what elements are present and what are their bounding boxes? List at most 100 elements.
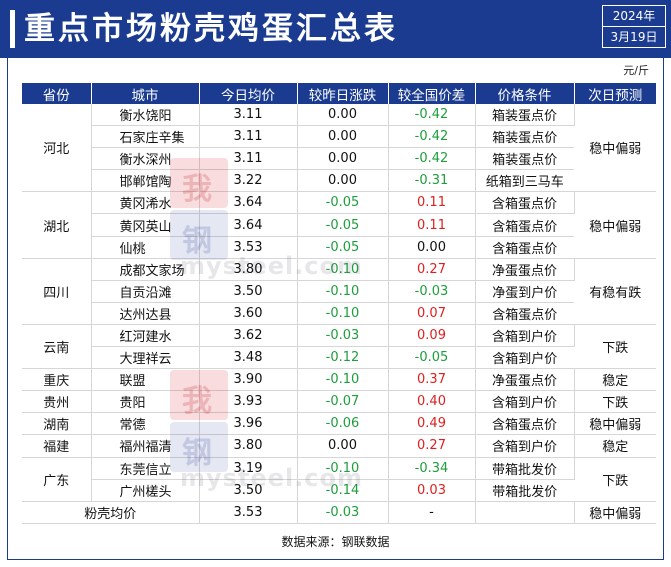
change-cell: 0.00 [297, 104, 389, 127]
table-row: 石家庄辛集 3.11 0.00 -0.42 箱装蛋点价 [22, 125, 656, 149]
city-cell: 黄冈英山 [91, 213, 200, 237]
city-cell: 成都文家场 [91, 257, 200, 281]
city-cell: 福州福清 [91, 434, 200, 458]
table-row: 大理祥云 3.48 -0.12 -0.05 含箱到户价 [22, 346, 656, 370]
province-cell: 广东 [22, 456, 92, 502]
table-row: 黄冈英山 3.64 -0.05 0.11 含箱蛋点价 [22, 213, 656, 237]
city-cell: 红河建水 [91, 323, 200, 348]
diff-cell: -0.42 [388, 104, 476, 127]
forecast-cell: 下跌 [574, 390, 656, 414]
unit-label: 元/斤 [623, 64, 649, 77]
price-cell: 3.11 [199, 147, 298, 171]
change-cell: -0.10 [297, 257, 389, 281]
province-cell: 河北 [22, 104, 92, 193]
diff-cell: 0.11 [388, 191, 476, 215]
diff-cell: 0.27 [388, 434, 476, 458]
province-cell: 四川 [22, 257, 92, 325]
table-row: 自贡沿滩 3.50 -0.10 -0.03 净蛋到户价 [22, 280, 656, 303]
table-row: 河北 衡水饶阳 3.11 0.00 -0.42 箱装蛋点价 稳中偏弱 [22, 104, 656, 193]
price-cell: 3.93 [199, 390, 298, 414]
column-header: 城市 [91, 83, 200, 104]
table-row: 云南 红河建水 3.62 -0.03 0.09 含箱到户价 下跌 [22, 323, 656, 370]
city-cell: 常德 [91, 412, 200, 436]
price-cell: 3.50 [199, 280, 298, 303]
price-cell: 3.53 [199, 236, 298, 259]
price-cell: 3.80 [199, 434, 298, 458]
change-cell: -0.05 [297, 236, 389, 259]
summary-change: -0.03 [297, 500, 389, 524]
price-cell: 3.96 [199, 412, 298, 436]
province-cell: 重庆 [22, 368, 92, 392]
condition-cell: 净蛋到户价 [475, 280, 574, 303]
forecast-cell: 有稳有跌 [574, 257, 656, 325]
table-row: 湖北 黄冈浠水 3.64 -0.05 0.11 含箱蛋点价 稳中偏弱 [22, 191, 656, 259]
summary-condition [475, 500, 575, 524]
city-cell: 石家庄辛集 [91, 125, 200, 149]
condition-cell: 带箱批发价 [475, 456, 575, 480]
column-header: 次日预测 [574, 83, 656, 104]
table-row: 广东 东莞信立 3.19 -0.10 -0.34 带箱批发价 下跌 [22, 456, 656, 502]
diff-cell: 0.27 [388, 257, 476, 281]
condition-cell: 箱装蛋点价 [475, 125, 574, 149]
condition-cell: 含箱到户价 [475, 390, 575, 414]
column-header: 价格条件 [475, 83, 575, 104]
condition-cell: 带箱批发价 [475, 479, 574, 502]
city-cell: 东莞信立 [91, 456, 200, 480]
diff-cell: 0.00 [388, 236, 476, 259]
change-cell: -0.06 [297, 412, 389, 436]
table-row: 邯郸馆陶 3.22 0.00 -0.31 纸箱到三马车 [22, 169, 656, 193]
diff-cell: -0.03 [388, 280, 476, 303]
table-header-row: 省份 城市 今日均价 较昨日涨跌 较全国价差 价格条件 次日预测 [22, 83, 656, 104]
summary-forecast: 稳中偏弱 [574, 500, 656, 524]
summary-price: 3.53 [199, 500, 298, 524]
date-year: 2024年 [603, 6, 665, 27]
diff-cell: 0.40 [388, 390, 476, 414]
price-cell: 3.64 [199, 191, 298, 215]
condition-cell: 含箱蛋点价 [475, 191, 575, 215]
price-cell: 3.62 [199, 323, 298, 348]
title-accent-bar [10, 10, 15, 48]
diff-cell: -0.31 [388, 169, 476, 193]
condition-cell: 净蛋蛋点价 [475, 257, 575, 281]
change-cell: 0.00 [297, 125, 389, 149]
change-cell: -0.10 [297, 456, 389, 480]
table-frame [7, 58, 664, 560]
city-cell: 黄冈浠水 [91, 191, 200, 215]
condition-cell: 含箱蛋点价 [475, 412, 575, 436]
table-row: 四川 成都文家场 3.80 -0.10 0.27 净蛋蛋点价 有稳有跌 [22, 257, 656, 325]
table-row: 重庆 联盟 3.90 -0.10 0.37 净蛋蛋点价 稳定 [22, 368, 656, 392]
province-cell: 贵州 [22, 390, 92, 414]
diff-cell: 0.49 [388, 412, 476, 436]
page-title: 重点市场粉壳鸡蛋汇总表 [24, 11, 398, 47]
city-cell: 联盟 [91, 368, 200, 392]
forecast-cell: 下跌 [574, 323, 656, 370]
forecast-cell: 下跌 [574, 456, 656, 502]
column-header: 较全国价差 [388, 83, 476, 104]
diff-cell: -0.42 [388, 147, 476, 171]
city-cell: 自贡沿滩 [91, 280, 200, 303]
date-box: 2024年 3月19日 [602, 5, 666, 48]
column-header: 省份 [22, 83, 92, 104]
change-cell: -0.07 [297, 390, 389, 414]
change-cell: -0.10 [297, 368, 389, 392]
price-cell: 3.90 [199, 368, 298, 392]
diff-cell: -0.34 [388, 456, 476, 480]
condition-cell: 含箱蛋点价 [475, 236, 574, 259]
price-cell: 3.80 [199, 257, 298, 281]
change-cell: -0.10 [297, 280, 389, 303]
province-cell: 湖南 [22, 412, 92, 436]
city-cell: 衡水深州 [91, 147, 200, 171]
city-cell: 邯郸馆陶 [91, 169, 200, 193]
condition-cell: 含箱到户价 [475, 323, 575, 348]
column-header: 今日均价 [199, 83, 298, 104]
table-row: 湖南 常德 3.96 -0.06 0.49 含箱蛋点价 稳中偏弱 [22, 412, 656, 436]
change-cell: -0.05 [297, 213, 389, 237]
city-cell: 达州达县 [91, 302, 200, 325]
price-cell: 3.19 [199, 456, 298, 480]
province-cell: 云南 [22, 323, 92, 370]
change-cell: 0.00 [297, 147, 389, 171]
price-cell: 3.11 [199, 104, 298, 127]
province-cell: 湖北 [22, 191, 92, 259]
condition-cell: 含箱到户价 [475, 434, 575, 458]
forecast-cell: 稳中偏弱 [574, 104, 656, 193]
